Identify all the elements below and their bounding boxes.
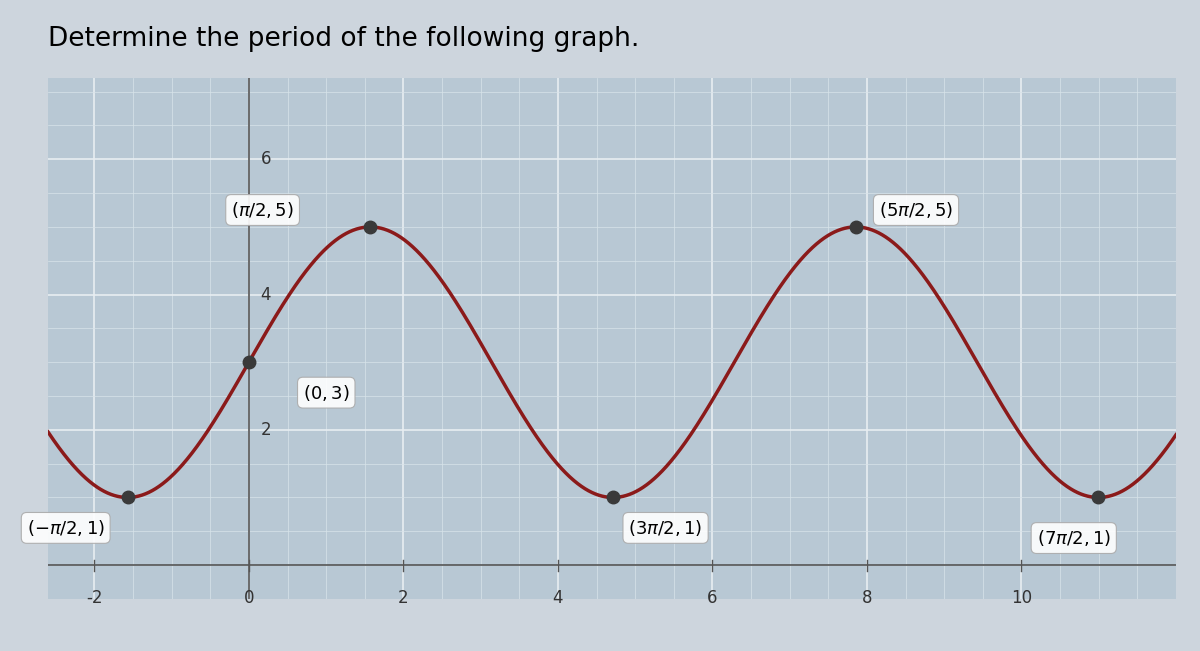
Text: $(7\pi/2, 1)$: $(7\pi/2, 1)$ [1037,528,1111,548]
Text: $(0, 3)$: $(0, 3)$ [302,383,349,402]
Text: 4: 4 [553,589,563,607]
Text: $(\pi/2, 5)$: $(\pi/2, 5)$ [232,200,294,220]
Text: Determine the period of the following graph.: Determine the period of the following gr… [48,26,640,52]
Text: 4: 4 [260,286,271,303]
Text: 0: 0 [244,589,254,607]
Text: 6: 6 [707,589,718,607]
Text: 10: 10 [1010,589,1032,607]
Text: 2: 2 [260,421,271,439]
Text: 2: 2 [398,589,409,607]
Text: 6: 6 [260,150,271,169]
Text: $(3\pi/2, 1)$: $(3\pi/2, 1)$ [629,518,703,538]
Text: -2: -2 [86,589,103,607]
Text: 8: 8 [862,589,872,607]
Text: $(-\pi/2, 1)$: $(-\pi/2, 1)$ [26,518,104,538]
Text: $(5\pi/2, 5)$: $(5\pi/2, 5)$ [878,200,953,220]
